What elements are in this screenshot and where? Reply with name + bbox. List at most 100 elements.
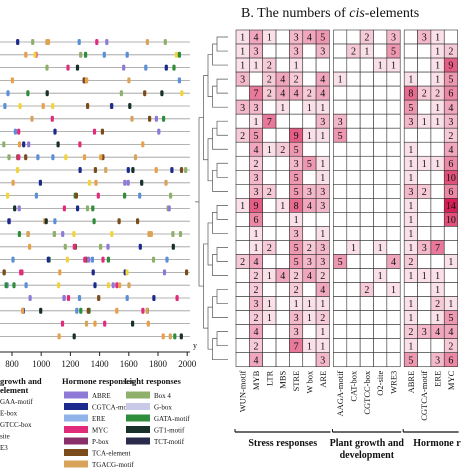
heatmap-cell [373, 324, 388, 339]
cell-value: 1 [422, 271, 427, 282]
cell-value: 2 [294, 271, 299, 282]
heatmap-cell [262, 170, 277, 185]
cell-value: 5 [294, 243, 299, 254]
motif-mark [57, 282, 61, 289]
motif-mark [102, 51, 106, 58]
heatmap-cell [373, 127, 388, 143]
motif-mark [145, 39, 149, 45]
cell-value: 5 [294, 145, 299, 156]
motif-mark [82, 154, 87, 161]
heatmap-cell [333, 282, 348, 297]
cell-value: 3 [422, 327, 427, 338]
x-tick-label: 2000 [178, 359, 197, 369]
heatmap-cell [417, 310, 432, 325]
legend-item-label: G-box [154, 404, 172, 412]
cell-value: 3 [254, 299, 259, 310]
motif-mark [22, 141, 26, 148]
legend-swatch [64, 437, 88, 445]
heatmap-cell [359, 324, 374, 339]
motif-mark [127, 77, 131, 84]
motif-mark [178, 231, 183, 237]
cell-value: 4 [435, 327, 440, 338]
heatmap-cell [443, 352, 458, 368]
motif-mark [10, 77, 14, 84]
heatmap-cell [235, 310, 250, 325]
dendrogram [195, 36, 228, 361]
cell-value: 1 [408, 243, 413, 254]
heatmap-cell [386, 212, 401, 227]
x-tick-label: 1400 [91, 359, 110, 369]
cell-value: 1 [320, 131, 325, 142]
heatmap-cell [275, 170, 290, 185]
motif-mark [93, 282, 97, 289]
heatmap-cell [386, 141, 401, 157]
heatmap-cell [275, 240, 290, 255]
motif-mark [53, 218, 57, 225]
heatmap-cell [443, 268, 458, 283]
motif-mark [133, 154, 138, 161]
heatmap-cell [275, 226, 290, 241]
motif-mark [127, 282, 131, 289]
motif-mark [141, 307, 145, 314]
cell-value: 2 [254, 271, 259, 282]
motif-mark [56, 141, 60, 148]
cell-value: 1 [391, 285, 396, 296]
heatmap-cell [417, 43, 432, 59]
cell-value: 1 [408, 145, 413, 156]
cell-value: 1 [435, 117, 440, 128]
cell-value: 1 [435, 33, 440, 44]
cell-value: 6 [448, 89, 453, 100]
heatmap-cell [430, 198, 445, 213]
motif-mark [162, 269, 167, 276]
dendrogram-branch [207, 54, 213, 97]
cell-value: 4 [320, 285, 325, 296]
motif-mark [144, 64, 148, 71]
legend-item-label: E-box [0, 410, 18, 418]
motif-mark [126, 167, 130, 173]
cell-value: 2 [351, 47, 356, 58]
cell-value: 1 [422, 117, 427, 128]
heatmap-cell [333, 268, 348, 283]
heatmap-cell [430, 226, 445, 241]
heatmap-cell [417, 338, 432, 353]
heatmap-cell [275, 57, 290, 73]
motif-mark [138, 192, 142, 199]
cell-value: 9 [254, 201, 259, 212]
motif-mark [87, 256, 91, 263]
heatmap-cell [386, 170, 401, 185]
motif-mark [99, 154, 103, 161]
heatmap-cell [235, 141, 250, 157]
motif-mark [2, 269, 6, 276]
heatmap-cell [373, 198, 388, 213]
x-tick-label: 1000 [32, 359, 51, 369]
legend-swatch [64, 414, 88, 422]
cell-value: 2 [448, 341, 453, 352]
heatmap-cell [373, 254, 388, 269]
cell-value: 4 [307, 271, 312, 282]
heatmap-cell [275, 338, 290, 353]
cell-value: 1 [435, 271, 440, 282]
heatmap-cell [315, 57, 330, 73]
heatmap-cell [430, 338, 445, 353]
motif-mark [168, 333, 172, 340]
heatmap-cell [359, 212, 374, 227]
motif-mark [110, 103, 114, 109]
cell-value: 1 [408, 173, 413, 184]
motif-mark [103, 320, 107, 327]
heatmap-cell [373, 352, 388, 368]
motif-mark [128, 103, 132, 109]
motif-mark [57, 333, 61, 340]
cell-value: 1 [294, 299, 299, 310]
motif-mark [61, 231, 65, 237]
heatmap-cell [359, 71, 374, 87]
cell-value: 1 [391, 61, 396, 72]
legend-item-label: GATA-motif [154, 415, 190, 423]
cell-value: 2 [435, 299, 440, 310]
motif-mark [77, 39, 81, 45]
cell-value: 1 [364, 47, 369, 58]
motif-mark [79, 51, 83, 58]
motif-mark [172, 64, 176, 71]
dendrogram-branch [216, 289, 228, 304]
heatmap-cell [346, 141, 361, 157]
panel-b-title: B. The numbers of cis-elements [241, 6, 420, 21]
